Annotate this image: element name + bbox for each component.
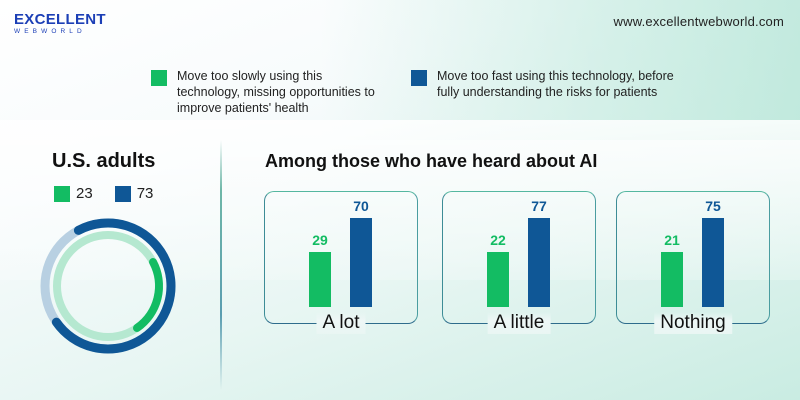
legend-item-too-slow: Move too slowly using this technology, m… (151, 68, 411, 116)
legend-label: Move too fast using this technology, bef… (437, 69, 674, 99)
card-label: A lot (316, 312, 366, 334)
green-bar-value: 21 (664, 232, 680, 248)
swatch-green (54, 185, 70, 202)
green-bar (487, 252, 509, 307)
blue-bar-value: 75 (705, 198, 721, 214)
us-adults-donut-chart (40, 218, 176, 354)
brand-logo[interactable]: EXCELLENT WEBWORLD (14, 12, 106, 36)
green-bar-value: 29 (312, 232, 328, 248)
website-url[interactable]: www.excellentwebworld.com (613, 14, 784, 29)
legend-swatch-blue (411, 70, 427, 86)
chart-legend: Move too slowly using this technology, m… (151, 68, 697, 116)
section-title: Among those who have heard about AI (265, 151, 598, 171)
blue-bar (702, 218, 724, 307)
blue-bar (350, 218, 372, 307)
card-label: Nothing (654, 312, 732, 334)
bar-card-a-little: 22 77 A little (442, 191, 596, 334)
logo-wordmark: EXCELLENT (14, 11, 106, 28)
legend-label: Move too slowly using this technology, m… (177, 69, 375, 115)
donut-blue-arc (40, 218, 176, 354)
us-adults-legend: 23 73 (54, 185, 175, 202)
blue-bar-value: 77 (531, 198, 547, 214)
section-divider (220, 140, 222, 390)
green-bar (661, 252, 683, 307)
blue-bar (528, 218, 550, 307)
green-bar-value: 22 (490, 232, 506, 248)
logo-subtitle: WEBWORLD (14, 28, 86, 35)
us-adults-title: U.S. adults (52, 150, 156, 172)
donut-green-arc (52, 231, 163, 341)
bar-card-nothing: 21 75 Nothing (616, 191, 770, 334)
legend-item-too-fast: Move too fast using this technology, bef… (411, 68, 697, 116)
swatch-blue (114, 185, 131, 202)
blue-bar-value: 70 (353, 198, 369, 214)
blue-value: 73 (136, 185, 154, 202)
green-bar (309, 252, 331, 307)
bar-card-a-lot: 29 70 A lot (264, 191, 418, 334)
green-value: 23 (76, 185, 93, 202)
legend-swatch-green (151, 70, 167, 86)
card-label: A little (487, 312, 551, 334)
